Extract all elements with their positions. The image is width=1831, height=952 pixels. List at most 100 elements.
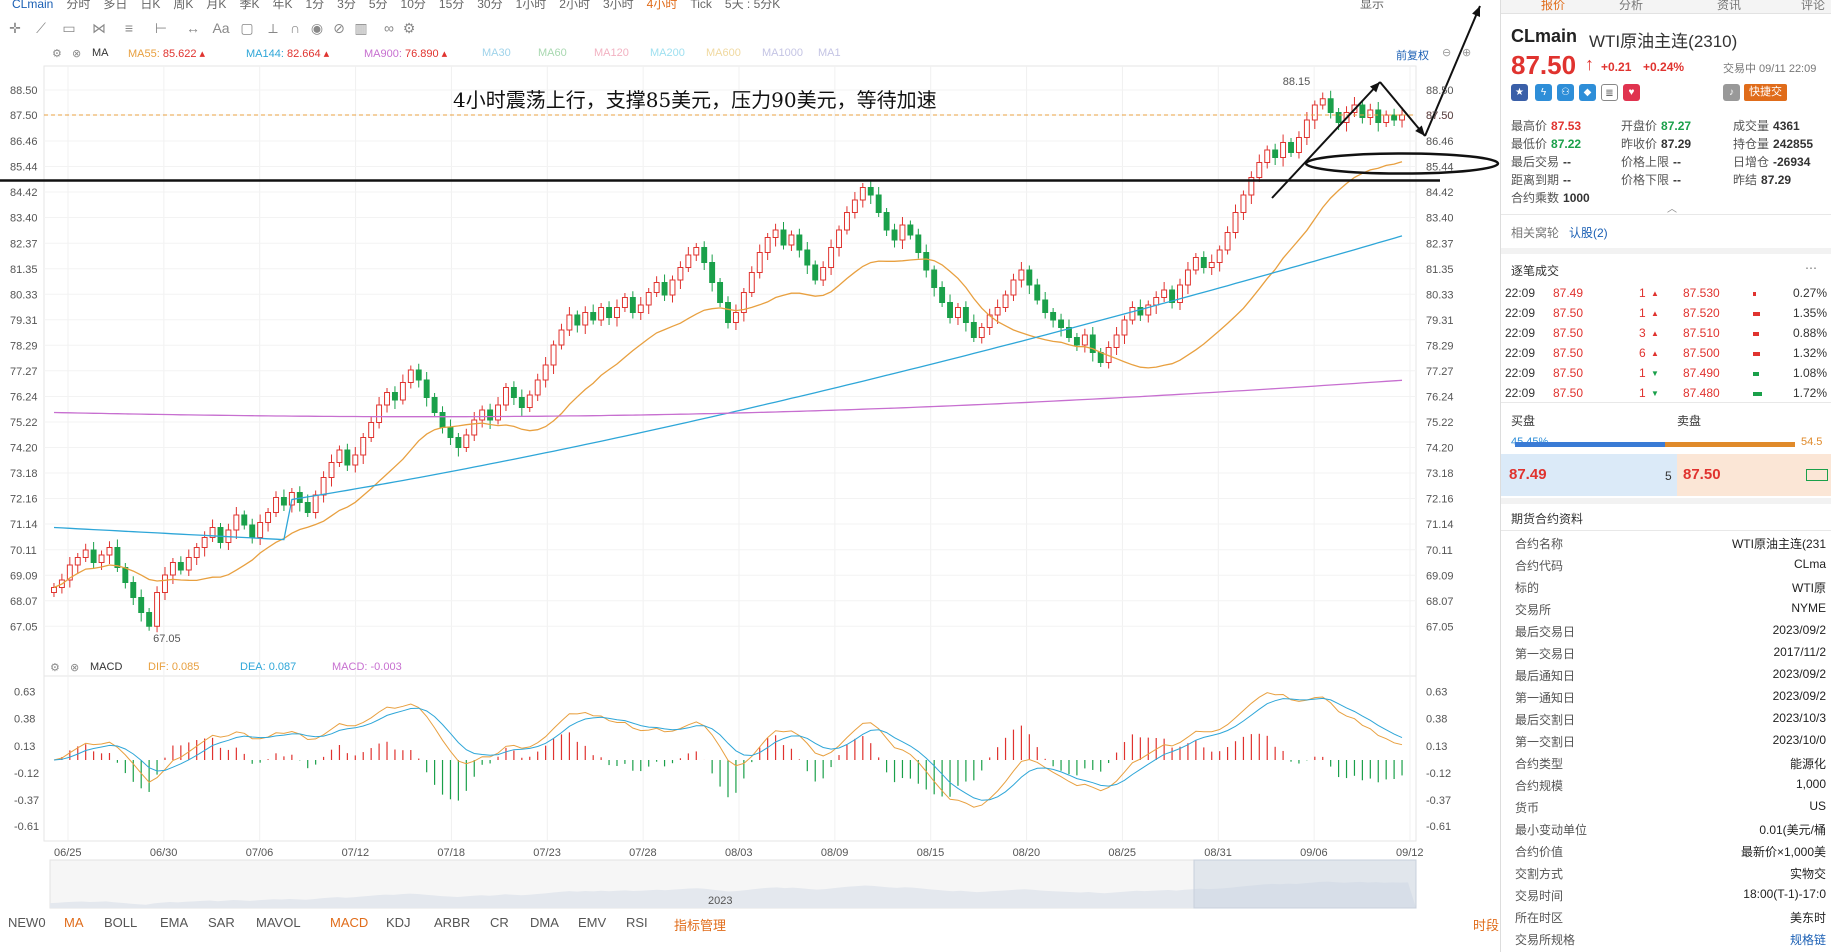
symbol-label[interactable]: CLmain — [12, 0, 54, 11]
stat-item: 开盘价 87.27 — [1621, 117, 1691, 134]
tick-time: 22:09 — [1505, 326, 1536, 340]
trash-icon[interactable]: ▥ — [354, 20, 368, 36]
candle-body — [1161, 289, 1168, 298]
period-tab[interactable]: Tick — [690, 0, 712, 11]
period-tab[interactable]: 3分 — [337, 0, 356, 11]
fork-tool-icon[interactable]: ⋈ — [92, 20, 106, 36]
bell-icon[interactable]: ♪ — [1723, 84, 1740, 101]
indicator-tab[interactable]: CR — [490, 915, 509, 930]
rect-tool-icon[interactable]: ▭ — [62, 20, 76, 36]
period-tab[interactable]: 季K — [239, 0, 260, 11]
stat-item: 日增仓 -26934 — [1733, 153, 1810, 170]
time-navigator: 2023 — [49, 859, 1417, 909]
person-icon[interactable]: ⚇ — [1557, 84, 1574, 101]
kline-chart[interactable]: 87.50 88.15 67.05 88.50 88.50 87.50 87.50 86.4… — [0, 0, 1500, 912]
period-tab[interactable]: 3小时 — [602, 0, 634, 11]
period-tab[interactable]: 分时 — [66, 0, 91, 11]
candle-body — [344, 449, 351, 466]
period-tab[interactable]: 10分 — [400, 0, 426, 11]
indicator-tab[interactable]: ARBR — [434, 915, 471, 930]
period-tab[interactable]: 日K — [140, 0, 161, 11]
collapse-chevron-icon[interactable]: ︿ — [1667, 204, 1677, 215]
arrow-tool-icon[interactable]: ↔ — [186, 20, 200, 36]
ma-legend-item: MA900: 76.890 ▴ — [364, 47, 447, 60]
heart-icon[interactable]: ♥ — [1623, 84, 1640, 101]
magnet-icon[interactable]: ∩ — [289, 20, 301, 36]
eye-icon[interactable]: ◉ — [310, 20, 324, 36]
lightning-icon[interactable]: ϟ — [1535, 84, 1552, 101]
zoom-in-icon[interactable]: ⊕ — [1462, 47, 1472, 59]
fib-tool-icon[interactable]: ≡ — [124, 20, 134, 36]
period-tab[interactable]: 1小时 — [515, 0, 547, 11]
macd-settings-icon[interactable]: ⚙ — [50, 662, 60, 674]
indicator-tab[interactable]: SAR — [208, 915, 235, 930]
hide-icon[interactable]: ⊘ — [333, 20, 345, 36]
period-tab[interactable]: 周K — [173, 0, 194, 11]
indicator-tab[interactable]: DMA — [530, 915, 559, 930]
price-tick-right: 77.27 — [1426, 366, 1454, 378]
candle-body — [503, 387, 509, 406]
quote-tab[interactable]: 报价 — [1541, 0, 1566, 12]
note-tool-icon[interactable]: ▢ — [240, 20, 254, 36]
more-options-icon[interactable]: ⋯ — [1805, 261, 1817, 275]
symbol-name: WTI原油主连(2310) — [1589, 32, 1738, 51]
indicator-tab[interactable]: KDJ — [386, 915, 411, 930]
macd-close-icon[interactable]: ⊗ — [70, 662, 80, 674]
indicator-tab[interactable]: RSI — [626, 915, 648, 930]
period-tab[interactable]: 5分 — [368, 0, 388, 11]
time-share-button[interactable]: 时段 — [1473, 918, 1500, 933]
indicator-tab[interactable]: MA — [64, 915, 84, 930]
quote-tab[interactable]: 分析 — [1619, 0, 1644, 12]
period-tab[interactable]: 4小时 — [646, 0, 678, 11]
indicator-tab[interactable]: BOLL — [104, 915, 138, 930]
indicator-tab[interactable]: 指标管理 — [674, 918, 727, 933]
candle-body — [851, 199, 858, 213]
tick-bar — [1753, 392, 1762, 396]
crosshair-icon[interactable]: ✛ — [9, 20, 21, 36]
indicator-tab[interactable]: MACD — [330, 915, 369, 930]
indicator-tab[interactable]: NEW0 — [8, 915, 46, 930]
settings-icon[interactable]: ⚙ — [402, 20, 416, 36]
legend-settings-icon[interactable]: ⚙ — [52, 48, 62, 60]
display-menu[interactable]: 显示 — [1360, 0, 1385, 11]
indicator-tab[interactable]: MAVOL — [256, 915, 301, 930]
contract-value: US — [1809, 799, 1826, 813]
navigator-window — [1193, 859, 1417, 909]
period-tab[interactable]: 年K — [272, 0, 293, 11]
zoom-out-icon[interactable]: ⊖ — [1442, 47, 1452, 59]
indicator-tab[interactable]: EMV — [578, 915, 607, 930]
indicator-tab[interactable]: EMA — [160, 915, 189, 930]
link-icon[interactable]: ∞ — [384, 20, 394, 36]
tag-icon[interactable]: ◆ — [1579, 84, 1596, 101]
text-tool-icon[interactable]: Aa — [212, 20, 230, 36]
bid-box[interactable] — [1501, 454, 1677, 496]
arrow-down-icon: ▼ — [1651, 369, 1659, 378]
period-tab[interactable]: 5天 : 5分K — [724, 0, 781, 11]
date-tick: 07/06 — [246, 847, 274, 859]
measure-tool-icon[interactable]: ⊢ — [154, 20, 168, 36]
tick-price: 87.50 — [1553, 306, 1584, 320]
tick-volume: 1 — [1639, 366, 1646, 380]
ticks-title: 逐笔成交 — [1511, 264, 1560, 278]
contract-row: 最后通知日 2023/09/2 — [1501, 664, 1831, 686]
period-tab[interactable]: 1分 — [305, 0, 325, 11]
related-warrants-link[interactable]: 认股(2) — [1569, 226, 1608, 240]
quick-trade-button[interactable]: 快捷交 — [1744, 84, 1787, 101]
stat-item: 最低价 87.22 — [1511, 135, 1581, 152]
period-tab[interactable]: 30分 — [477, 0, 503, 11]
period-tab[interactable]: 月K — [206, 0, 227, 11]
restore-button[interactable]: 前复权 — [1396, 50, 1429, 62]
document-icon[interactable]: ≣ — [1601, 84, 1618, 101]
contract-value: WTI原 — [1792, 581, 1826, 595]
contract-value[interactable]: 规格链 — [1789, 933, 1826, 947]
legend-close-icon[interactable]: ⊗ — [72, 48, 82, 60]
ma-legend-value: 82.664 — [283, 48, 321, 60]
line-tool-icon[interactable]: ⟋ — [36, 20, 46, 36]
period-tab[interactable]: 2小时 — [559, 0, 590, 11]
quote-tab[interactable]: 资讯 — [1717, 0, 1742, 12]
period-tab[interactable]: 15分 — [438, 0, 465, 11]
quote-tab[interactable]: 评论 — [1801, 0, 1826, 12]
period-tab[interactable]: 多日 — [103, 0, 128, 11]
ask-box[interactable] — [1677, 454, 1831, 496]
ruler-icon[interactable]: ⟂ — [268, 20, 278, 36]
